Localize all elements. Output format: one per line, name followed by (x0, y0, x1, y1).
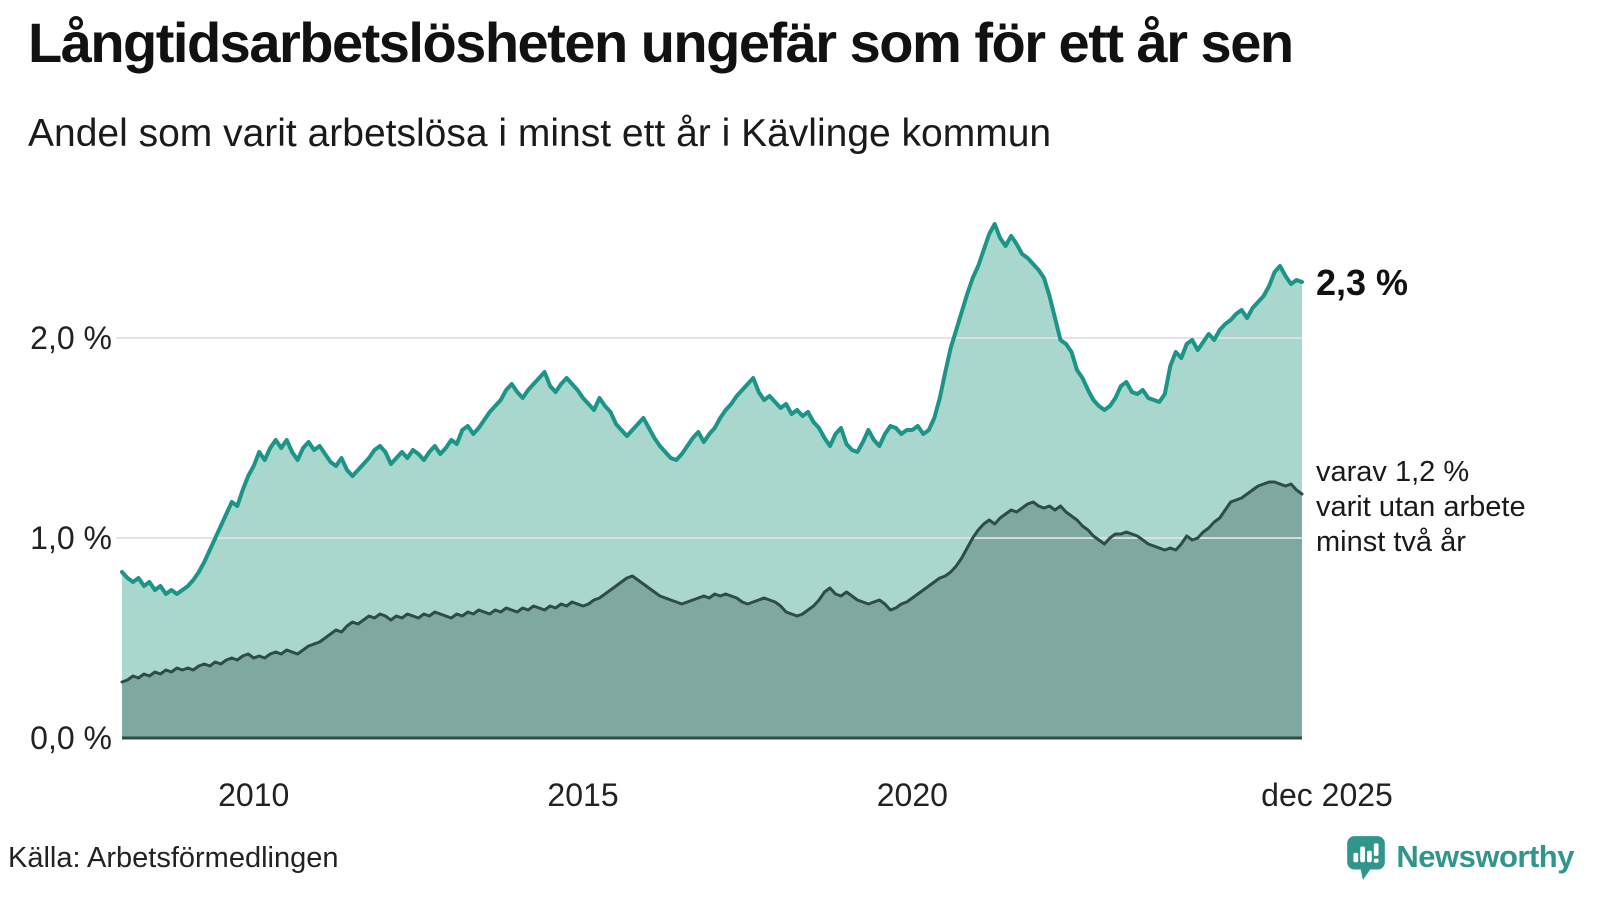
total-line (120, 222, 1304, 596)
y-tick-label: 1,0 % (30, 520, 112, 556)
y-tick-label: 0,0 % (30, 720, 112, 756)
series-annotation: minst två år (1316, 526, 1466, 558)
end-value-label: 2,3 % (1316, 262, 1408, 303)
brand-name: Newsworthy (1396, 839, 1574, 874)
page-subtitle: Andel som varit arbetslösa i minst ett å… (28, 112, 1052, 155)
brand-logo: Newsworthy (1345, 834, 1574, 880)
x-tick-label: 2015 (547, 777, 618, 813)
two-year-area (122, 482, 1302, 738)
x-tick-label: 2010 (218, 777, 289, 813)
y-tick-label: 2,0 % (30, 320, 112, 356)
series-annotation: varav 1,2 % (1316, 456, 1469, 488)
x-tick-label: 2020 (877, 777, 948, 813)
series-annotation: varit utan arbete (1316, 491, 1526, 523)
source-note: Källa: Arbetsförmedlingen (8, 842, 339, 874)
two-year-line (120, 480, 1304, 684)
x-tick-label: dec 2025 (1261, 777, 1393, 813)
newsworthy-icon (1347, 836, 1386, 880)
page-title: Långtidsarbetslösheten ungefär som för e… (28, 11, 1294, 74)
